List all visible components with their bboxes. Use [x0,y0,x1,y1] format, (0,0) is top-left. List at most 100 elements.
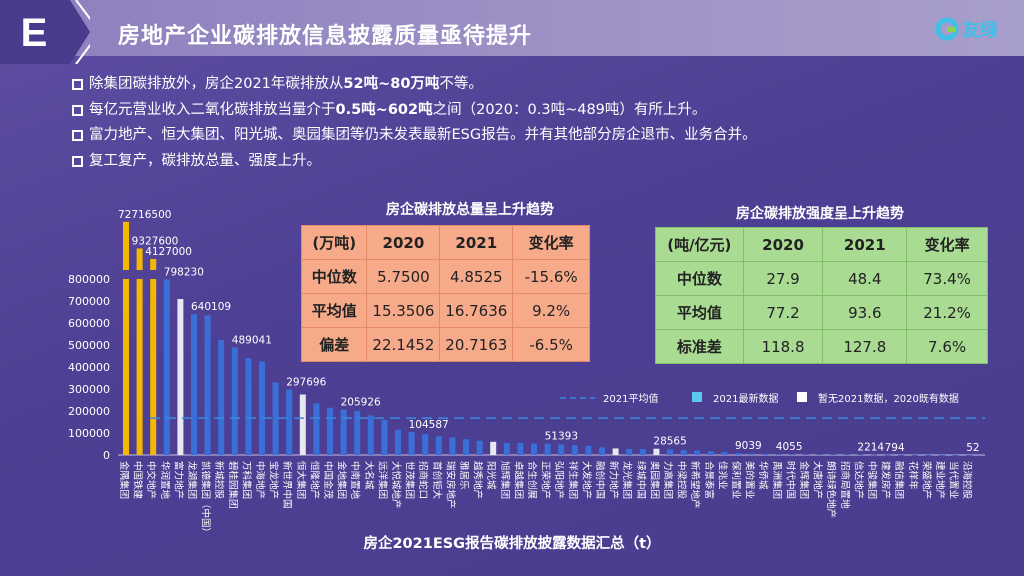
bullet-item: 富力地产、恒大集团、阳光城、奥园集团等仍未发表最新ESG报告。并有其他部分房企退… [72,123,757,149]
x-tick-label: 当代置业 [948,461,960,499]
table-cell: 73.4% [906,261,988,296]
bar [204,315,211,455]
bar [952,454,959,456]
x-tick-label: 建发房产 [880,461,892,499]
bar [653,448,660,455]
x-tick-label: 金辉集团 [798,461,810,499]
table-row: 偏差 22.1452 20.7163 -6.5% [300,327,590,362]
data-label: 4055 [776,441,803,453]
table-cell: 77.2 [742,295,824,330]
bar [435,436,442,455]
table-cell: -15.6% [512,259,590,294]
table-total: (万吨) 2020 2021 变化率 中位数 5.7500 4.8525 -15.6% 平均值 1… [300,225,590,362]
header-cell: 2021 [439,225,514,260]
x-tick-label: 大悦城地产 [390,461,402,509]
square-bullet-icon [72,104,83,116]
y-tick-label: 200000 [68,405,110,418]
square-bullet-icon [72,79,83,91]
bar [626,448,633,455]
data-label: 4127000 [145,246,192,258]
data-label: 489041 [232,334,272,346]
bar [544,443,551,455]
x-tick-label: 中骏集团 [866,461,878,499]
bullet-text: 复工复产，碳排放总量、强度上升。 [89,152,321,169]
bullet-item: 复工复产，碳排放总量、强度上升。 [72,149,757,175]
x-tick-label: 新力地产 [608,461,620,499]
bar [843,454,850,456]
y-tick-label: 0 [103,449,110,462]
header-bar [0,0,1024,56]
x-tick-label: 沿海控股 [961,461,973,500]
bar [871,454,877,456]
x-tick-label: 阳光城 [485,461,497,490]
bar [245,358,252,455]
x-tick-label: 招商局置地 [839,461,851,509]
x-tick-label: 保利置业 [730,461,742,499]
bullet-item: 每亿元营业收入二氧化碳排放当量介于0.5吨~602吨之间（2020：0.3吨~4… [72,98,757,124]
bar [803,454,809,455]
x-tick-label: 中交地产 [145,461,157,499]
bar [123,279,129,455]
bar [272,382,279,455]
x-tick-label: 新世界中国 [281,461,293,509]
bar [939,454,945,456]
table-cell: 7.6% [906,329,988,364]
bar [898,454,905,456]
bar [286,389,293,455]
bar [707,451,714,455]
section-letter: E [21,11,48,55]
header-cell: 2021 [822,227,908,262]
table-cell: 21.2% [906,295,988,330]
x-tick-label: 旭辉集团 [499,461,511,499]
bar [571,445,578,455]
legend-label: 2021平均值 [603,392,658,405]
chart-title: 房企2021ESG报告碳排放披露数据汇总（t） [363,536,661,552]
bar [585,445,592,455]
x-tick-label: 新希望地产 [689,461,701,509]
bar [395,429,401,455]
bar [503,442,510,455]
bar [231,347,238,455]
bar [735,453,741,455]
legend-label: 暂无2021数据，2020既有数据 [818,392,959,405]
table-cell: 127.8 [822,329,908,364]
table-cell: 4.8525 [439,259,514,294]
bar [313,403,320,455]
bar [667,449,673,455]
x-tick-label: 万科集团 [240,461,252,499]
logo-text: 友绿 [962,20,998,41]
x-tick-label: 大名城 [363,461,375,490]
x-tick-label: 祥生集团 [567,461,579,499]
bar [694,450,701,455]
x-tick-label: 融创中国 [594,461,606,499]
bullet-text: 富力地产、恒大集团、阳光城、奥园集团等仍未发表最新ESG报告。并有其他部分房企退… [89,127,757,143]
bar [191,314,197,455]
bar [884,454,891,456]
x-tick-label: 金隅集团 [118,461,130,499]
data-label: 72716500 [118,209,171,221]
table-row: 标准差 118.8 127.8 7.6% [655,329,988,364]
x-tick-label: 朗诗绿色地产 [825,461,837,518]
x-tick-label: 力高集团 [662,461,674,499]
table-cell: -6.5% [512,327,590,362]
x-tick-label: 建业地产 [934,461,946,499]
bar [748,453,755,455]
bar [354,411,361,455]
y-tick-label: 400000 [68,361,110,374]
legend-square-2020 [797,392,807,402]
table-cell: 93.6 [822,295,908,330]
data-label: 297696 [286,377,326,389]
data-label: 640109 [191,301,231,313]
x-tick-label: 宝龙地产 [268,461,280,499]
x-tick-label: 龙光集团 [621,461,633,499]
x-tick-label: 华侨城 [757,461,769,490]
bar [680,450,687,455]
square-bullet-icon [72,155,83,167]
x-tick-label: 美的置业 [744,461,756,499]
bullet-text: 每亿元营业收入二氧化碳排放当量介于0.5吨~602吨之间（2020：0.3吨~4… [89,101,707,118]
data-label: 798230 [164,266,204,278]
x-tick-label: 恒大集团 [295,461,307,499]
bar [830,454,837,455]
bullet-list: 除集团碳排放外，房企2021年碳排放从52吨~80万吨不等。 每亿元营业收入二氧化… [72,72,757,174]
data-label: 9039 [735,440,762,452]
